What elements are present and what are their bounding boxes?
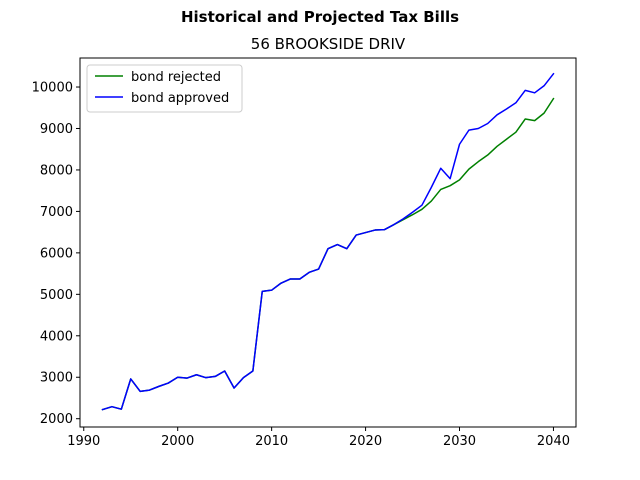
y-tick-label: 6000 [40,246,73,261]
x-tick-label: 2020 [349,434,382,449]
x-tick-label: 2010 [255,434,288,449]
chart-suptitle: Historical and Projected Tax Bills [181,8,459,26]
x-tick-label: 1990 [67,434,100,449]
chart-title: 56 BROOKSIDE DRIV [251,35,406,53]
legend-box [86,64,243,113]
x-tick-label: 2040 [537,434,570,449]
y-tick-label: 4000 [40,329,73,344]
y-tick-label: 3000 [40,371,73,386]
axis-ticks: 1990 2000 2010 2020 2030 2040 2000 3000 4000 5000… [32,81,570,449]
x-tick-label: 2030 [443,434,476,449]
y-tick-label: 7000 [40,205,73,220]
plot-area-frame [79,57,577,428]
y-tick-label: 9000 [40,122,73,137]
y-tick-label: 2000 [40,412,73,427]
y-tick-label: 5000 [40,288,73,303]
y-tick-label: 8000 [40,163,73,178]
series-lines [101,72,555,411]
y-tick-label: 10000 [32,81,73,96]
x-tick-label: 2000 [161,434,194,449]
series-line-bond-approved [101,72,555,411]
legend: bond rejected bond approved [86,64,243,113]
legend-label-bond-approved: bond approved [131,91,229,106]
legend-label-bond-rejected: bond rejected [131,70,221,85]
